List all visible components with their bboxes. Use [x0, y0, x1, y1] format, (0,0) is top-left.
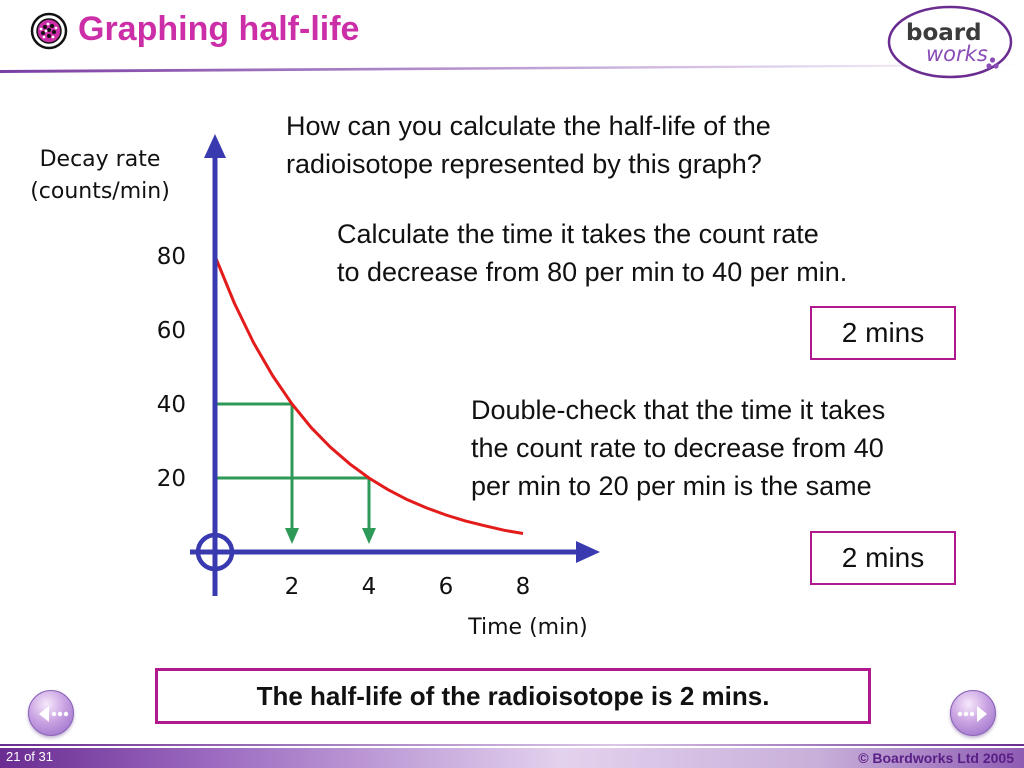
y-tick-label: 60: [157, 318, 186, 344]
guide-arrow: [285, 528, 299, 544]
next-slide-button[interactable]: [950, 690, 996, 736]
question-line-2: radioisotope represented by this graph?: [286, 149, 762, 179]
answer-box-2[interactable]: 2 mins: [810, 531, 956, 585]
step-2-line-1: Double-check that the time it takes: [471, 395, 886, 425]
footer-bar: [0, 744, 1024, 768]
decay-curve: [213, 255, 524, 535]
half-life-guides: [217, 402, 376, 544]
x-tick-label: 2: [285, 574, 300, 600]
y-axis-label-line-2: (counts/min): [30, 179, 170, 204]
radioactive-atom-icon: [30, 12, 68, 50]
y-axis-arrow: [204, 134, 226, 158]
step-2-text: Double-check that the time it takes the …: [471, 391, 885, 505]
logo-text-top: board: [906, 20, 982, 46]
x-axis-arrow: [576, 541, 600, 563]
step-2-line-3: per min to 20 per min is the same: [471, 471, 872, 501]
y-tick-label: 20: [157, 466, 186, 492]
x-tick-label: 6: [439, 574, 454, 600]
x-tick-label: 8: [516, 574, 531, 600]
guide-arrow: [362, 528, 376, 544]
origin-marker: [195, 532, 235, 572]
step-1-text: Calculate the time it takes the count ra…: [337, 215, 847, 291]
previous-slide-button[interactable]: [28, 690, 74, 736]
x-tick-labels: 2 4 6 8: [285, 574, 531, 600]
page-number: 21 of 31: [6, 749, 53, 764]
boardworks-logo: board works: [887, 5, 1013, 79]
y-axis-label-line-1: Decay rate: [40, 147, 161, 172]
next-arrow-icon: [957, 706, 987, 722]
y-tick-labels: 20 40 60 80: [157, 244, 186, 492]
y-tick-label: 80: [157, 244, 186, 270]
conclusion-box: The half-life of the radioisotope is 2 m…: [155, 668, 871, 724]
x-tick-label: 4: [362, 574, 377, 600]
question-text: How can you calculate the half-life of t…: [286, 107, 771, 183]
y-tick-label: 40: [157, 392, 186, 418]
step-1-line-1: Calculate the time it takes the count ra…: [337, 219, 819, 249]
slide-title: Graphing half-life: [78, 10, 360, 48]
axes: [190, 134, 600, 596]
question-line-1: How can you calculate the half-life of t…: [286, 111, 771, 141]
step-1-line-2: to decrease from 80 per min to 40 per mi…: [337, 257, 848, 287]
logo-text-bottom: works: [926, 42, 988, 66]
answer-box-1[interactable]: 2 mins: [810, 306, 956, 360]
title-underline: [0, 64, 1024, 73]
y-axis-label: Decay rate (counts/min): [30, 147, 170, 204]
step-2-line-2: the count rate to decrease from 40: [471, 433, 884, 463]
copyright-text: © Boardworks Ltd 2005: [858, 750, 1014, 766]
x-axis-label: Time (min): [467, 615, 588, 640]
previous-arrow-icon: [39, 706, 69, 722]
half-life-chart: Decay rate (counts/min) 20 40 60 80 2 4 6 8 Ti…: [30, 134, 600, 640]
